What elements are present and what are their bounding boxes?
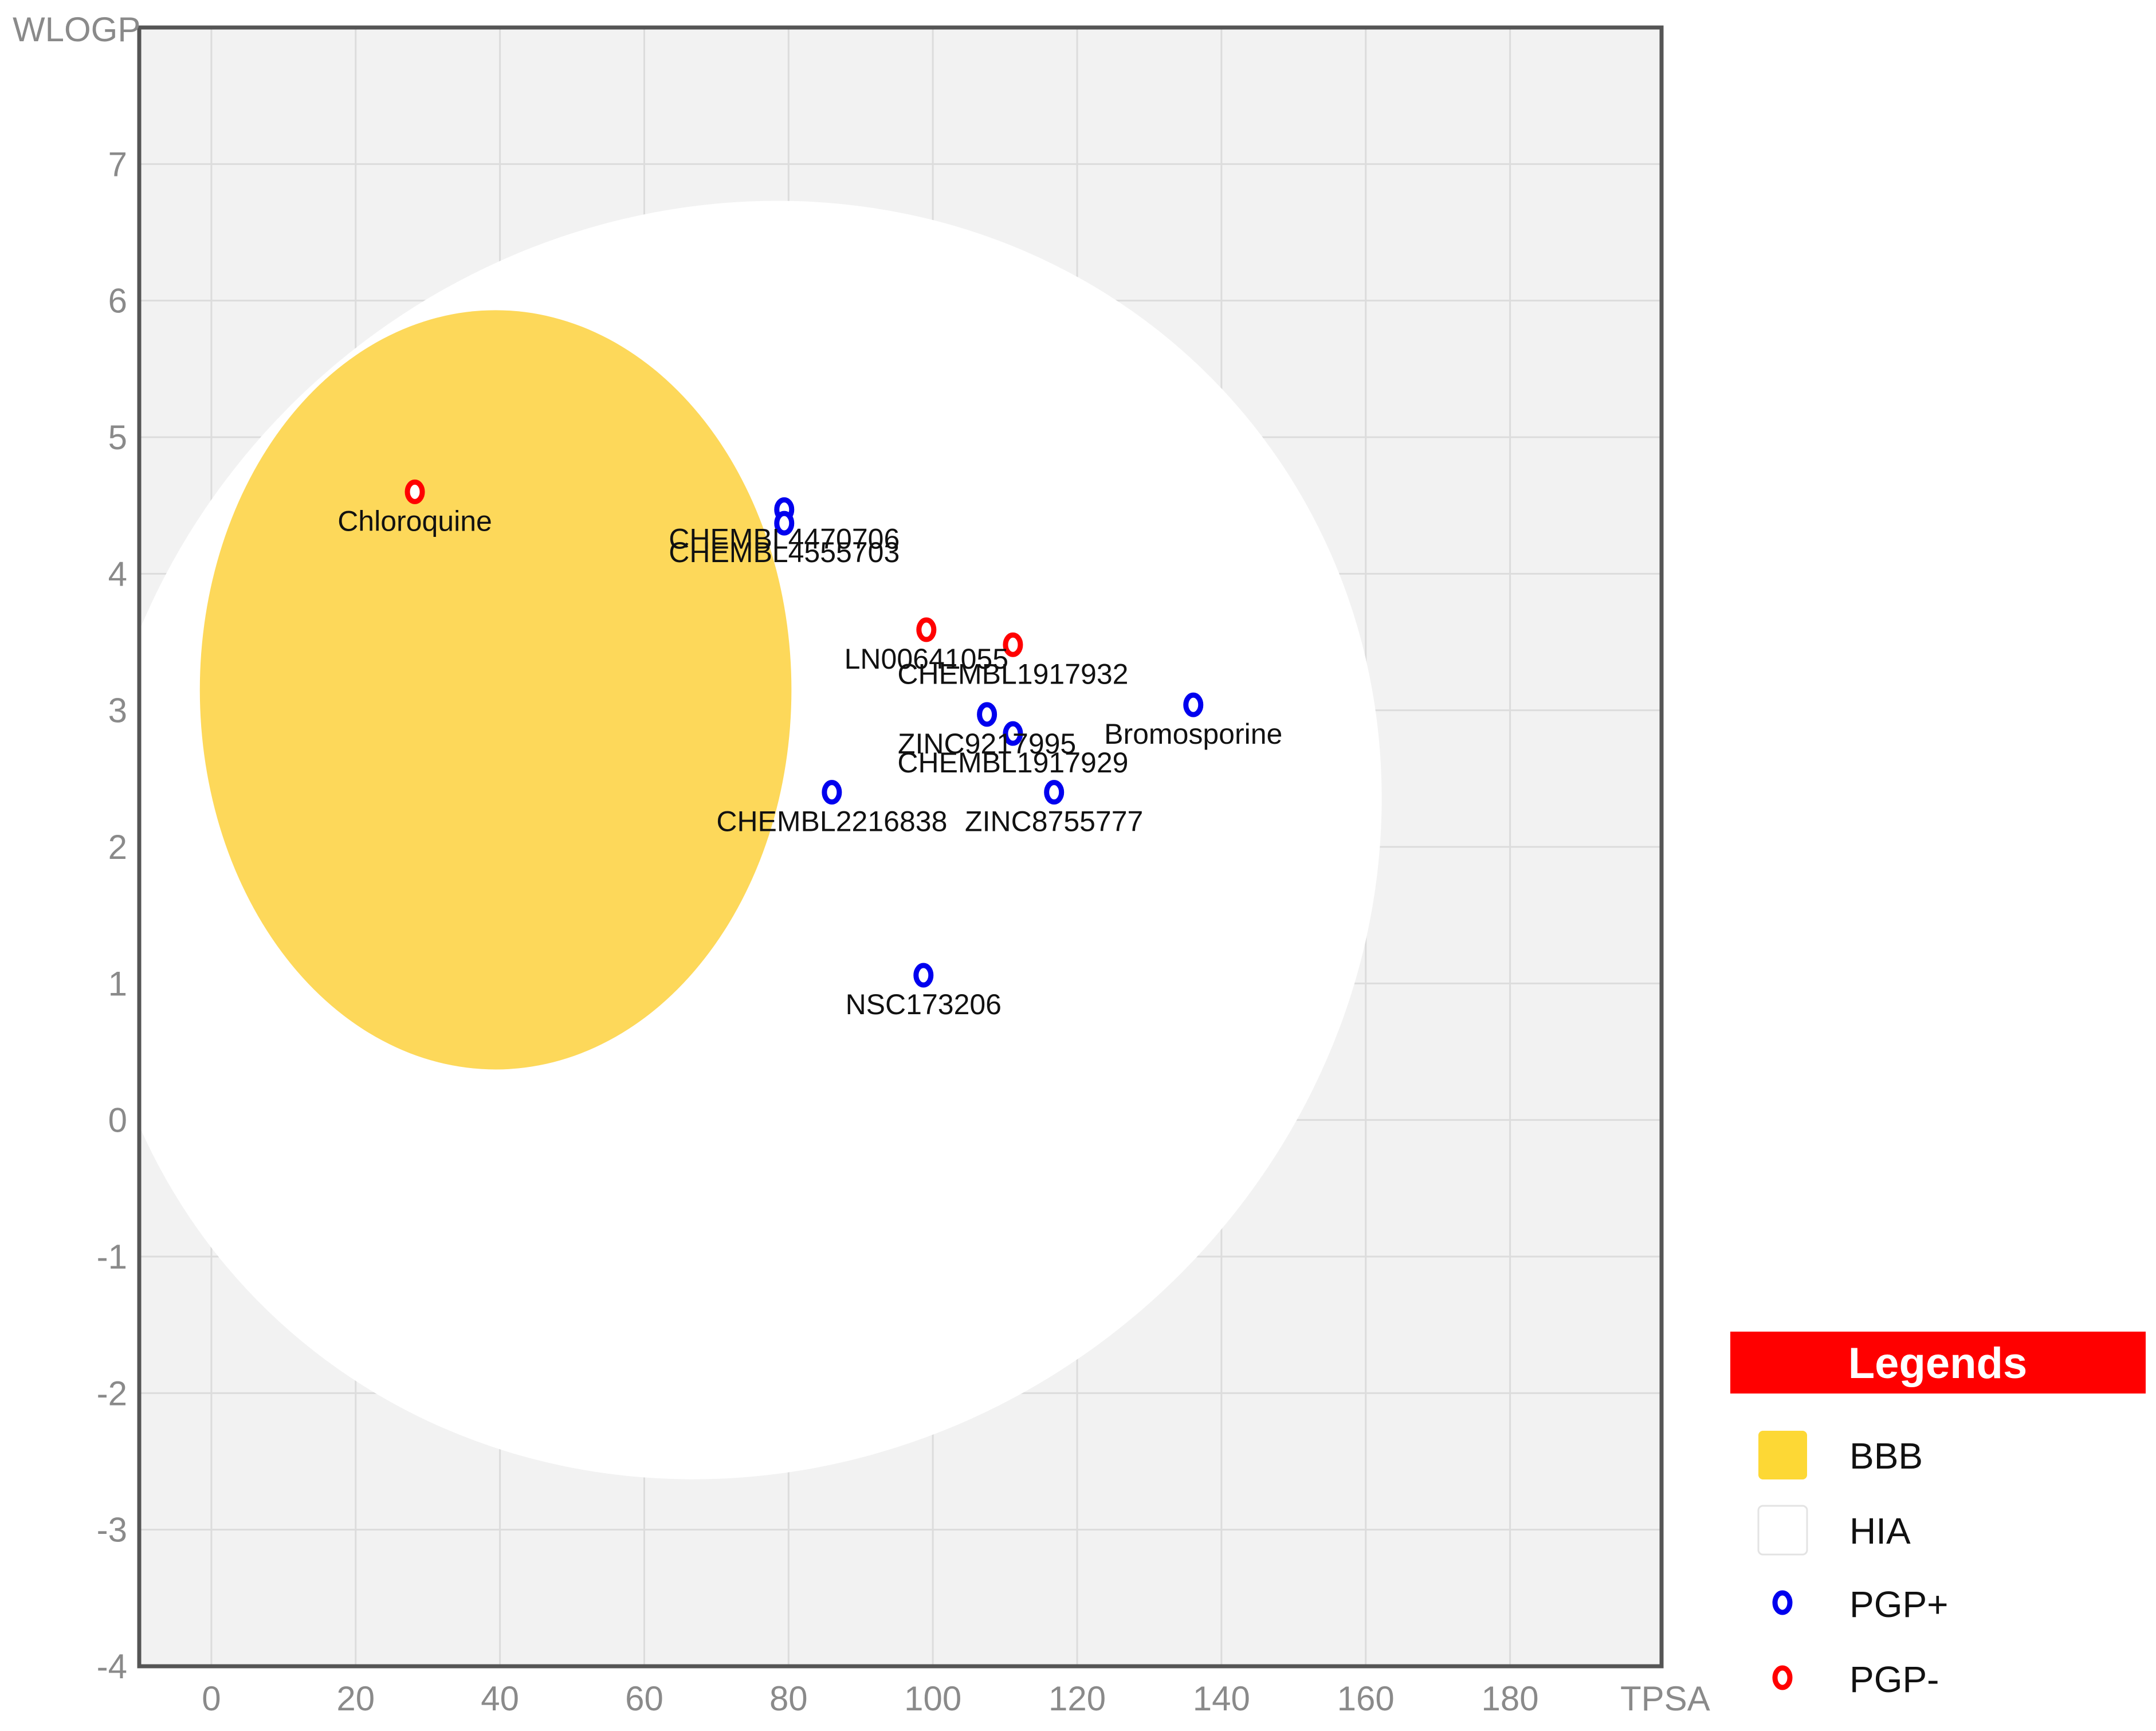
label-chembl4555703: CHEMBL4555703	[669, 536, 900, 568]
point-zinc8755777	[1044, 780, 1065, 805]
y-tick-label: 0	[108, 1101, 127, 1140]
label-ln00641055: LN00641055	[845, 643, 1008, 675]
x-tick-label: 40	[481, 1679, 519, 1718]
y-tick-label: -4	[97, 1647, 127, 1686]
label-zinc8755777: ZINC8755777	[965, 806, 1143, 838]
x-tick-label: 60	[625, 1679, 663, 1718]
x-tick-label: 100	[904, 1679, 961, 1718]
point-chloroquine	[405, 479, 425, 504]
label-chembl4470706: CHEMBL4470706	[669, 523, 900, 555]
axis-ticks: 0 20 40 60 80 100 120 140 160 180 -4 -3 -2 -1 0 1 2 3 4 5 6 7	[97, 145, 1539, 1718]
label-chloroquine: Chloroquine	[337, 505, 492, 537]
label-chembl1917929: CHEMBL1917929	[897, 747, 1128, 779]
x-tick-label: 160	[1337, 1679, 1395, 1718]
y-tick-label: 4	[108, 555, 127, 593]
point-chembl1917932	[1003, 632, 1023, 657]
y-tick-label: 5	[108, 418, 127, 457]
label-bromosporine: Bromosporine	[1104, 718, 1282, 750]
label-chembl1917932: CHEMBL1917932	[897, 658, 1128, 690]
x-tick-label: 0	[202, 1679, 221, 1718]
y-tick-label: 7	[108, 145, 127, 183]
legend-swatch-hia	[1757, 1505, 1808, 1556]
label-zinc9217995: ZINC9217995	[898, 728, 1076, 760]
x-tick-label: 180	[1482, 1679, 1539, 1718]
point-chembl2216838	[822, 780, 842, 805]
y-tick-label: -1	[97, 1238, 127, 1276]
legend-title-bar	[1730, 1332, 2146, 1394]
legend-label-pgp-minus: PGP-	[1849, 1659, 1939, 1700]
point-chembl1917929	[1003, 721, 1023, 746]
x-axis-title: TPSA	[1620, 1679, 1710, 1718]
y-axis-title: WLOGP	[13, 10, 140, 49]
legend-label-hia: HIA	[1849, 1510, 1911, 1552]
x-tick-label: 140	[1193, 1679, 1250, 1718]
y-tick-label: -3	[97, 1511, 127, 1549]
y-tick-label: 6	[108, 282, 127, 320]
regions	[139, 201, 1382, 1479]
y-tick-label: 3	[108, 692, 127, 730]
legend-swatch-bbb	[1758, 1431, 1807, 1479]
legend-marker-pgp-plus	[1772, 1590, 1793, 1615]
y-tick-label: -2	[97, 1374, 127, 1412]
region-bbb	[199, 310, 792, 1070]
data-points	[405, 479, 1204, 988]
point-zinc9217995	[977, 702, 998, 727]
label-nsc173206: NSC173206	[846, 988, 1002, 1020]
legend: Legends BBB HIA PGP+ PGP-	[1730, 1332, 2146, 1700]
point-labels: CHEMBL4470706CHEMBL4555703ZINC9217995CHE…	[337, 505, 1282, 1020]
legend-label-bbb: BBB	[1849, 1435, 1923, 1477]
point-nsc173206	[913, 963, 934, 988]
x-tick-label: 120	[1048, 1679, 1106, 1718]
x-tick-label: 80	[769, 1679, 808, 1718]
legend-label-pgp-plus: PGP+	[1849, 1584, 1949, 1625]
legend-marker-pgp-minus	[1772, 1665, 1793, 1690]
plot-frame	[137, 25, 1664, 1669]
legend-title: Legends	[1848, 1339, 2028, 1388]
point-chembl4555703	[774, 511, 795, 536]
point-ln00641055	[916, 617, 937, 642]
y-tick-label: 1	[108, 964, 127, 1003]
point-bromosporine	[1183, 692, 1204, 717]
x-tick-label: 20	[336, 1679, 375, 1718]
label-chembl2216838: CHEMBL2216838	[716, 806, 947, 838]
y-tick-label: 2	[108, 828, 127, 866]
